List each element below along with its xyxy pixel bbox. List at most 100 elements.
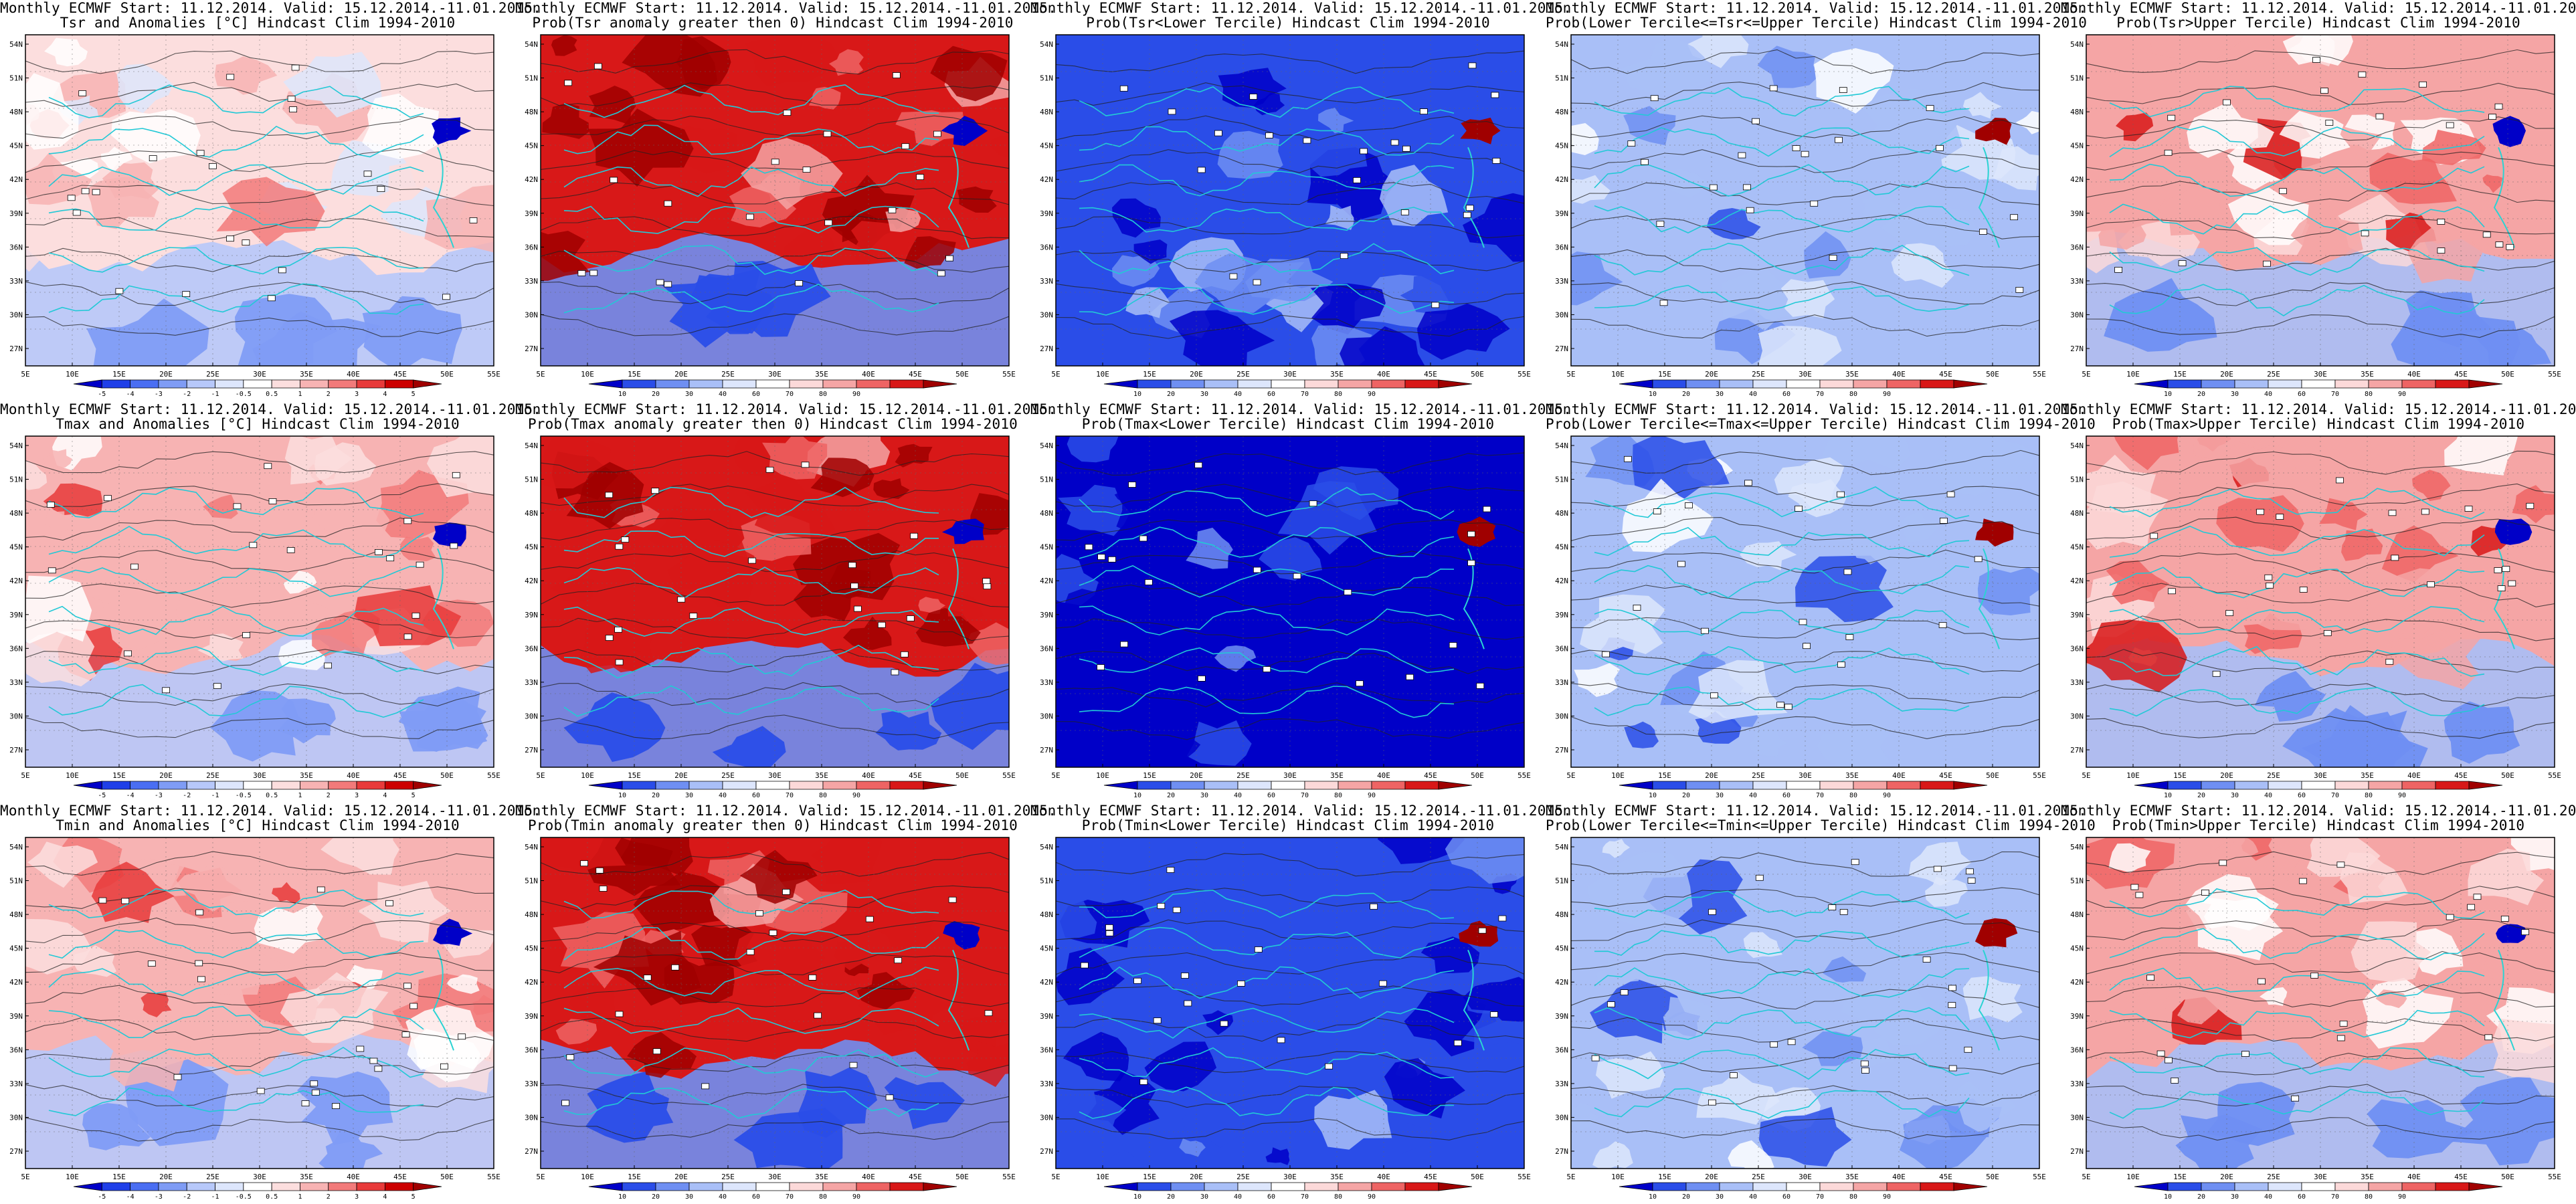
lon-tick-label: 10E <box>1611 1173 1625 1181</box>
colorbar-swatch <box>243 379 272 389</box>
colorbar-swatch <box>755 379 790 389</box>
lon-tick-label: 30E <box>1283 1173 1297 1181</box>
lon-tick-label: 20E <box>1190 370 1203 379</box>
colorbar-swatch <box>2334 781 2369 790</box>
lat-tick-label: 48N <box>2070 910 2084 919</box>
lon-tick-label: 40E <box>2407 370 2421 379</box>
colorbar-tick-label: 80 <box>819 1193 827 1201</box>
colorbar-swatch <box>2201 1182 2235 1191</box>
colorbar-swatch <box>1953 781 1988 790</box>
lon-tick-label: 10E <box>581 771 594 780</box>
lat-tick-label: 39N <box>1555 1012 1568 1021</box>
lon-tick-label: 35E <box>300 1173 313 1181</box>
colorbar-tick-label: 20 <box>1167 1193 1175 1201</box>
lon-tick-label: 25E <box>721 1173 735 1181</box>
colorbar-swatch <box>2468 781 2503 790</box>
colorbar-tick-label: 40 <box>1749 792 1757 799</box>
lon-tick-label: 5E <box>1566 370 1575 379</box>
lon-tick-label: 45E <box>909 771 922 780</box>
panel-title-line2: Prob(Tsr<Lower Tercile) Hindcast Clim 19… <box>1086 15 1490 31</box>
colorbar: 10 20 30 40 60 70 80 90 <box>588 781 957 799</box>
lon-tick-label: 45E <box>1939 1173 1952 1181</box>
lon-tick-label: 55E <box>2033 370 2046 379</box>
lat-tick-label: 45N <box>2070 543 2084 552</box>
colorbar-tick-label: 10 <box>2164 792 2172 799</box>
colorbar-swatch <box>1237 781 1272 790</box>
lon-tick-label: 30E <box>1283 771 1297 780</box>
colorbar-swatch <box>130 781 159 790</box>
lat-tick-label: 45N <box>525 944 538 953</box>
lat-tick-label: 30N <box>1555 310 1568 319</box>
lat-tick-label: 54N <box>525 441 538 450</box>
colorbar-swatch <box>356 1182 385 1191</box>
colorbar-swatch <box>856 781 891 790</box>
colorbar-swatch <box>1652 379 1687 389</box>
forecast-map: 54N 51N 48N 45N 42N 39N 36N 33N 30N 27N 5E 10E 15E 20… <box>525 435 1016 799</box>
lon-tick-label: 15E <box>112 370 126 379</box>
lon-tick-label: 25E <box>721 370 735 379</box>
lat-tick-label: 51N <box>1555 877 1568 886</box>
lon-tick-label: 15E <box>112 771 126 780</box>
lon-tick-label: 30E <box>1799 1173 1812 1181</box>
colorbar-swatch <box>356 781 385 790</box>
colorbar-tick-label: 40 <box>2264 391 2272 398</box>
colorbar-tick-label: -2 <box>183 792 191 799</box>
lon-tick-label: 30E <box>1283 370 1297 379</box>
lat-tick-label: 33N <box>2070 277 2084 286</box>
colorbar-swatch <box>2268 781 2302 790</box>
map-panel: Monthly ECMWF Start: 11.12.2014. Valid: … <box>1546 401 2096 803</box>
colorbar-tick-label: 10 <box>1649 792 1657 799</box>
lon-tick-label: 35E <box>815 771 828 780</box>
lon-tick-label: 55E <box>487 771 500 780</box>
colorbar-swatch <box>2435 781 2470 790</box>
lat-tick-label: 30N <box>9 712 23 720</box>
panel-title-line2: Prob(Tmax<Lower Tercile) Hindcast Clim 1… <box>1081 416 1495 432</box>
lat-tick-label: 48N <box>1040 509 1053 518</box>
panel-title-line2: Prob(Lower Tercile<=Tmin<=Upper Tercile)… <box>1546 817 2096 833</box>
lat-tick-label: 54N <box>1040 441 1053 450</box>
colorbar-tick-label: -5 <box>98 792 106 799</box>
colorbar-swatch <box>1819 1182 1854 1191</box>
panel-title-line1: Monthly ECMWF Start: 11.12.2014. Valid: … <box>0 0 542 16</box>
colorbar-swatch <box>1819 379 1854 389</box>
colorbar-swatch <box>1652 781 1687 790</box>
panel-title-line1: Monthly ECMWF Start: 11.12.2014. Valid: … <box>515 0 1057 16</box>
forecast-map: 54N 51N 48N 45N 42N 39N 36N 33N 30N 27N 5E 10E 15E 20… <box>1040 837 1531 1201</box>
lat-tick-label: 54N <box>1555 40 1568 49</box>
colorbar-swatch <box>2167 1182 2202 1191</box>
colorbar-tick-label: -3 <box>155 391 163 398</box>
lon-tick-label: 35E <box>1330 1173 1344 1181</box>
colorbar-swatch <box>1404 1182 1439 1191</box>
lon-tick-label: 45E <box>1939 771 1952 780</box>
lat-tick-label: 39N <box>2070 1012 2084 1021</box>
lon-tick-label: 5E <box>21 1173 29 1181</box>
colorbar-swatch <box>384 1182 414 1191</box>
colorbar-tick-label: 90 <box>2398 391 2406 398</box>
lat-tick-label: 39N <box>2070 611 2084 619</box>
lon-tick-label: 50E <box>1986 771 1999 780</box>
panel-title-line2: Tmin and Anomalies [°C] Hindcast Clim 19… <box>56 817 460 833</box>
lon-tick-label: 40E <box>1892 771 1906 780</box>
lon-tick-label: 55E <box>1517 1173 1531 1181</box>
lat-tick-label: 42N <box>1040 978 1053 987</box>
colorbar-swatch <box>789 781 824 790</box>
lon-tick-label: 40E <box>1892 370 1906 379</box>
forecast-map: 54N 51N 48N 45N 42N 39N 36N 33N 30N 27N 5E 10E 15E 20… <box>1040 435 1531 799</box>
colorbar-tick-label: 2 <box>327 792 331 799</box>
colorbar-tick-label: 60 <box>752 792 760 799</box>
lat-tick-label: 33N <box>525 277 538 286</box>
lon-tick-label: 40E <box>1377 370 1390 379</box>
colorbar-tick-label: 30 <box>2231 391 2239 398</box>
lat-tick-label: 36N <box>1040 243 1053 252</box>
colorbar-tick-label: 0.5 <box>266 1193 278 1201</box>
lat-tick-label: 45N <box>1555 944 1568 953</box>
lon-tick-label: 40E <box>2407 1173 2421 1181</box>
lat-tick-label: 27N <box>2070 746 2084 755</box>
lat-tick-label: 42N <box>1555 175 1568 184</box>
lat-tick-label: 42N <box>9 577 23 585</box>
lon-tick-label: 35E <box>1330 771 1344 780</box>
colorbar-tick-label: -4 <box>126 1193 134 1201</box>
lat-tick-label: 48N <box>1040 108 1053 116</box>
lat-tick-label: 42N <box>1040 175 1053 184</box>
lon-tick-label: 15E <box>1143 771 1156 780</box>
